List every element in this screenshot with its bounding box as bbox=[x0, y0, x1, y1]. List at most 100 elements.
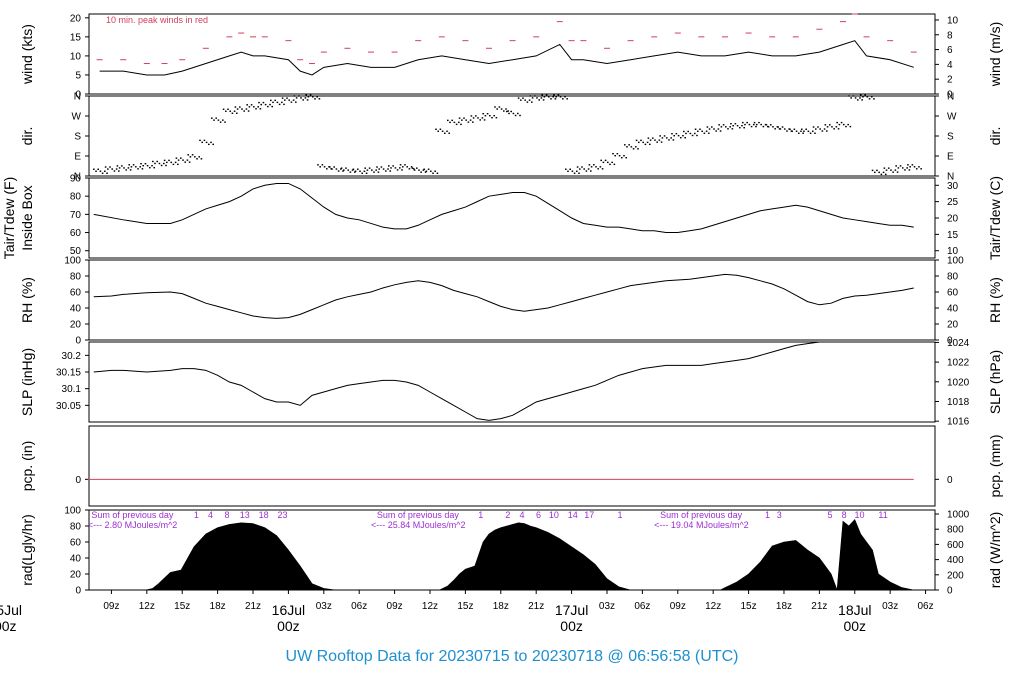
dir-point bbox=[474, 115, 477, 117]
dir-point bbox=[659, 135, 661, 137]
dir-point bbox=[514, 114, 517, 117]
dir-point bbox=[543, 96, 546, 98]
dir-point bbox=[719, 130, 722, 132]
slp-ytick-label: 30.15 bbox=[56, 368, 81, 379]
dir-point bbox=[707, 132, 710, 134]
rad-daily-sum: Sum of previous day bbox=[377, 510, 460, 520]
dir-point bbox=[236, 108, 239, 110]
dir-ytick-label-right: S bbox=[947, 132, 954, 143]
dir-point bbox=[590, 166, 593, 168]
temp-ytick-label-right: 10 bbox=[947, 246, 959, 257]
rad-hour-label: 4 bbox=[520, 510, 525, 520]
dir-point bbox=[814, 132, 816, 134]
dir-point bbox=[378, 168, 380, 170]
dir-point bbox=[458, 117, 461, 119]
dir-point bbox=[675, 133, 678, 135]
dir-point bbox=[309, 94, 312, 96]
rad-hour-label: 10 bbox=[854, 510, 864, 520]
dir-point bbox=[812, 126, 815, 128]
dir-point bbox=[276, 101, 279, 104]
dir-point bbox=[630, 146, 633, 148]
dir-point bbox=[708, 128, 711, 130]
dir-point bbox=[123, 167, 125, 169]
temp-ytick-label: 60 bbox=[70, 228, 82, 239]
dir-point bbox=[364, 167, 366, 169]
dir-point bbox=[911, 164, 914, 166]
dir-point bbox=[597, 168, 599, 170]
dir-point bbox=[283, 103, 285, 106]
dir-point bbox=[647, 137, 650, 139]
dir-point bbox=[672, 139, 675, 141]
dir-point bbox=[394, 167, 397, 169]
dir-point bbox=[789, 128, 791, 130]
dir-point bbox=[781, 126, 784, 128]
dir-point bbox=[569, 168, 571, 170]
dir-point bbox=[227, 108, 229, 110]
dir-point bbox=[878, 171, 880, 174]
dir-point bbox=[496, 108, 498, 110]
dir-point bbox=[850, 97, 852, 99]
dir-point bbox=[528, 99, 531, 101]
dir-point bbox=[274, 99, 277, 102]
dir-point bbox=[406, 166, 408, 168]
dir-point bbox=[222, 119, 224, 121]
dir-panel-frame bbox=[88, 95, 936, 177]
dir-point bbox=[95, 170, 97, 172]
x-tick-label: 21z bbox=[245, 601, 261, 612]
dir-point bbox=[599, 166, 602, 168]
dir-point bbox=[121, 165, 123, 167]
dir-point bbox=[682, 130, 685, 133]
dir-point bbox=[673, 135, 675, 137]
dir-point bbox=[457, 121, 460, 124]
dir-point bbox=[730, 123, 732, 125]
dir-point bbox=[427, 168, 430, 170]
rad-ytick-label: 0 bbox=[75, 586, 81, 597]
dir-point bbox=[612, 153, 614, 155]
wind-panel-frame bbox=[88, 13, 936, 95]
dir-ytick-label: W bbox=[72, 112, 82, 123]
rad-hour-label: 11 bbox=[878, 510, 887, 520]
dir-point bbox=[323, 166, 326, 168]
dir-point bbox=[724, 126, 727, 128]
dir-point bbox=[734, 123, 737, 125]
dir-point bbox=[833, 128, 835, 130]
dir-point bbox=[738, 127, 741, 129]
dir-point bbox=[224, 121, 226, 123]
dir-point bbox=[918, 166, 920, 168]
dir-point bbox=[371, 169, 373, 171]
slp-ylabel: SLP (inHg) bbox=[19, 348, 35, 416]
dir-point bbox=[247, 110, 250, 112]
rad-ytick-label-right: 200 bbox=[947, 570, 964, 581]
x-tick-label: 15z bbox=[457, 601, 473, 612]
dir-point bbox=[595, 166, 597, 168]
rad-hour-label: 1 bbox=[194, 510, 199, 520]
dir-point bbox=[800, 130, 802, 132]
dir-point bbox=[602, 161, 605, 164]
x-tick-label: 15z bbox=[174, 601, 190, 612]
dir-point bbox=[637, 141, 640, 144]
dir-point bbox=[177, 159, 180, 161]
dir-point bbox=[111, 168, 114, 170]
rad-daily-sum: <--- 2.80 MJoules/m^2 bbox=[88, 520, 178, 530]
dir-point bbox=[538, 99, 540, 101]
dir-point bbox=[493, 115, 495, 117]
dir-point bbox=[436, 172, 439, 174]
x-tick-label: 03z bbox=[316, 601, 332, 612]
dir-point bbox=[253, 106, 255, 108]
dir-point bbox=[352, 168, 355, 170]
dir-point bbox=[199, 139, 201, 142]
wind-ytick-label: 15 bbox=[70, 32, 82, 43]
dir-point bbox=[329, 166, 331, 168]
dir-point bbox=[791, 130, 793, 132]
rh-ylabel-right: RH (%) bbox=[987, 277, 1003, 323]
dir-point bbox=[347, 169, 350, 171]
dir-point bbox=[634, 146, 637, 148]
dir-point bbox=[895, 165, 897, 167]
dir-point bbox=[626, 146, 628, 148]
dir-point bbox=[340, 168, 342, 170]
rad-ylabel: rad(Lgly/hr) bbox=[19, 514, 35, 586]
dir-point bbox=[601, 168, 604, 170]
dir-point bbox=[715, 130, 717, 132]
dir-point bbox=[663, 135, 666, 137]
dir-point bbox=[606, 161, 609, 164]
